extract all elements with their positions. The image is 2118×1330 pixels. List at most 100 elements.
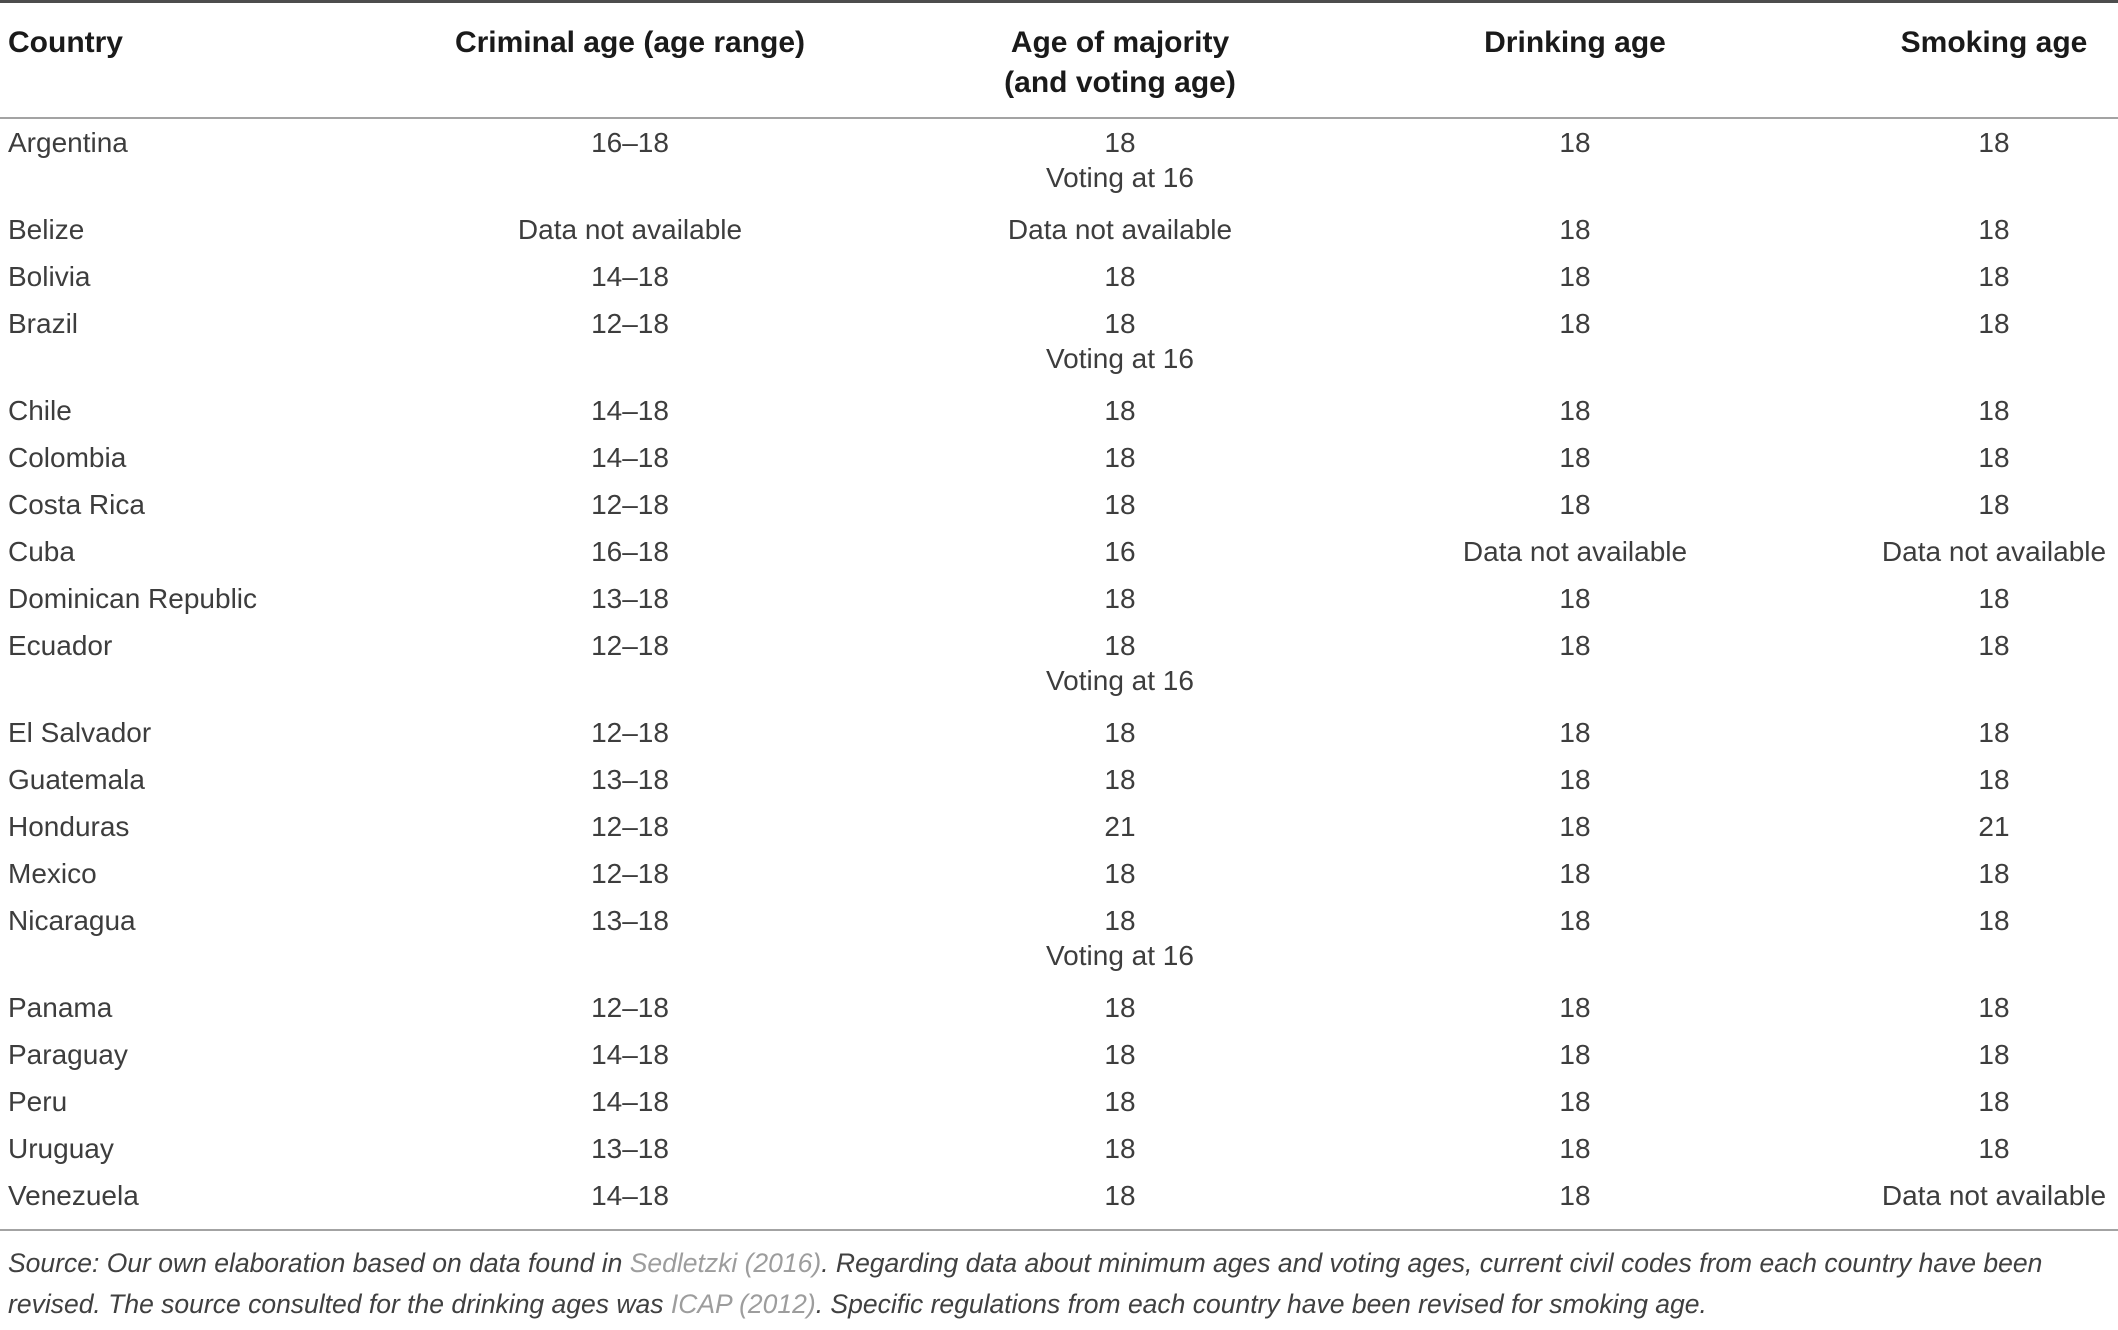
drinking-age-cell-value: 18	[1559, 394, 1591, 426]
drinking-age-cell-value: 18	[1559, 488, 1591, 520]
country-cell: Costa Rica	[0, 481, 300, 528]
table-row: Peru 14–18 18 18 18	[0, 1078, 2118, 1125]
age-of-majority-cell-value: 18	[1104, 1085, 1136, 1117]
drinking-age-cell: 18	[1280, 984, 1870, 1031]
country-cell-value: Uruguay	[8, 1132, 114, 1164]
criminal-age-cell-value: 12–18	[591, 810, 669, 842]
criminal-age-cell-value: 13–18	[591, 582, 669, 614]
smoking-age-cell-value: 18	[1978, 394, 2010, 426]
age-of-majority-cell-value: 18	[1104, 260, 1136, 292]
smoking-age-cell: 18	[1870, 622, 2118, 709]
smoking-age-cell: 21	[1870, 803, 2118, 850]
country-cell: Honduras	[0, 803, 300, 850]
country-cell: Guatemala	[0, 756, 300, 803]
table-row: Brazil 12–18 18 Voting at 16 18 18	[0, 300, 2118, 387]
country-cell: Bolivia	[0, 253, 300, 300]
country-cell: Dominican Republic	[0, 575, 300, 622]
age-of-majority-cell: 18	[960, 1172, 1280, 1219]
drinking-age-cell-value: 18	[1559, 629, 1591, 661]
table-row: Guatemala 13–18 18 18 18	[0, 756, 2118, 803]
criminal-age-cell-value: 12–18	[591, 629, 669, 661]
col-header-smoking-age: Smoking age	[1870, 1, 2118, 119]
smoking-age-cell: 18	[1870, 300, 2118, 387]
voting-note: Voting at 16	[1046, 939, 1194, 971]
criminal-age-cell: 12–18	[300, 984, 960, 1031]
criminal-age-cell: 13–18	[300, 897, 960, 984]
smoking-age-cell-value: 21	[1978, 810, 2010, 842]
criminal-age-cell: 12–18	[300, 300, 960, 387]
col-header-age-of-majority: Age of majority (and voting age)	[960, 1, 1280, 119]
smoking-age-cell-value: 18	[1978, 904, 2010, 936]
country-cell-value: Cuba	[8, 535, 75, 567]
country-cell: Nicaragua	[0, 897, 300, 984]
drinking-age-cell: 18	[1280, 118, 1870, 206]
col-header-criminal-age: Criminal age (age range)	[300, 1, 960, 119]
age-of-majority-cell: 18	[960, 984, 1280, 1031]
age-of-majority-cell-value: 21	[1104, 810, 1136, 842]
drinking-age-cell-value: 18	[1559, 307, 1591, 339]
citation-link[interactable]: ICAP (2012)	[670, 1289, 816, 1319]
drinking-age-cell: 18	[1280, 206, 1870, 253]
citation-link[interactable]: Sedletzki (2016)	[629, 1248, 822, 1278]
drinking-age-cell-value: 18	[1559, 213, 1591, 245]
smoking-age-cell-value: 18	[1978, 1038, 2010, 1070]
col-header-drinking-age: Drinking age	[1280, 1, 1870, 119]
criminal-age-cell: 12–18	[300, 709, 960, 756]
table-row: Paraguay 14–18 18 18 18	[0, 1031, 2118, 1078]
smoking-age-cell-value: 18	[1978, 1132, 2010, 1164]
table-row: Belize Data not available Data not availab…	[0, 206, 2118, 253]
country-cell-value: Panama	[8, 991, 113, 1023]
smoking-age-cell-value: 18	[1978, 126, 2010, 158]
table-row: Bolivia 14–18 18 18 18	[0, 253, 2118, 300]
col-header-age-of-majority-line2: (and voting age)	[1004, 66, 1236, 99]
drinking-age-cell: 18	[1280, 300, 1870, 387]
criminal-age-cell-value: Data not available	[517, 213, 743, 245]
drinking-age-cell-value: 18	[1559, 441, 1591, 473]
age-of-majority-cell-value: 18	[1104, 716, 1136, 748]
drinking-age-cell: 18	[1280, 1125, 1870, 1172]
table-row: Mexico 12–18 18 18 18	[0, 850, 2118, 897]
table-row: Nicaragua 13–18 18 Voting at 16 18 18	[0, 897, 2118, 984]
smoking-age-cell-value: Data not available	[1881, 535, 2107, 567]
country-cell-value: El Salvador	[8, 716, 152, 748]
drinking-age-cell-value: 18	[1559, 582, 1591, 614]
age-of-majority-cell-value: 18	[1104, 394, 1136, 426]
country-cell: Colombia	[0, 434, 300, 481]
country-cell-value: Ecuador	[8, 629, 113, 661]
age-of-majority-cell: 18	[960, 575, 1280, 622]
country-cell: Ecuador	[0, 622, 300, 709]
country-cell: Brazil	[0, 300, 300, 387]
country-cell-value: Bolivia	[8, 260, 91, 292]
age-of-majority-cell-value: 18	[1104, 904, 1136, 936]
smoking-age-cell: 18	[1870, 575, 2118, 622]
country-cell: El Salvador	[0, 709, 300, 756]
drinking-age-cell: 18	[1280, 1031, 1870, 1078]
drinking-age-cell: 18	[1280, 756, 1870, 803]
table-row: Uruguay 13–18 18 18 18	[0, 1125, 2118, 1172]
table-row: Ecuador 12–18 18 Voting at 16 18 18	[0, 622, 2118, 709]
country-cell-value: Colombia	[8, 441, 127, 473]
criminal-age-cell: 16–18	[300, 118, 960, 206]
criminal-age-cell: 14–18	[300, 434, 960, 481]
smoking-age-cell: 18	[1870, 253, 2118, 300]
drinking-age-cell-value: 18	[1559, 1085, 1591, 1117]
criminal-age-cell-value: 12–18	[591, 716, 669, 748]
voting-note: Voting at 16	[1046, 342, 1194, 374]
country-cell: Venezuela	[0, 1172, 300, 1219]
smoking-age-cell: 18	[1870, 481, 2118, 528]
age-of-majority-cell-value: 18	[1104, 1132, 1136, 1164]
voting-note: Voting at 16	[1046, 161, 1194, 193]
smoking-age-cell: Data not available	[1870, 1172, 2118, 1219]
drinking-age-cell: 18	[1280, 481, 1870, 528]
country-cell-value: Chile	[8, 394, 72, 426]
col-header-age-of-majority-line1: Age of majority	[1010, 26, 1230, 59]
criminal-age-cell-value: 13–18	[591, 763, 669, 795]
criminal-age-cell: 13–18	[300, 1125, 960, 1172]
smoking-age-cell: 18	[1870, 434, 2118, 481]
age-of-majority-cell-value: Data not available	[1007, 213, 1233, 245]
country-cell: Mexico	[0, 850, 300, 897]
table-source-note: Source: Our own elaboration based on dat…	[0, 1229, 2118, 1325]
country-cell: Cuba	[0, 528, 300, 575]
criminal-age-cell: 14–18	[300, 1172, 960, 1219]
age-of-majority-cell-value: 18	[1104, 126, 1136, 158]
